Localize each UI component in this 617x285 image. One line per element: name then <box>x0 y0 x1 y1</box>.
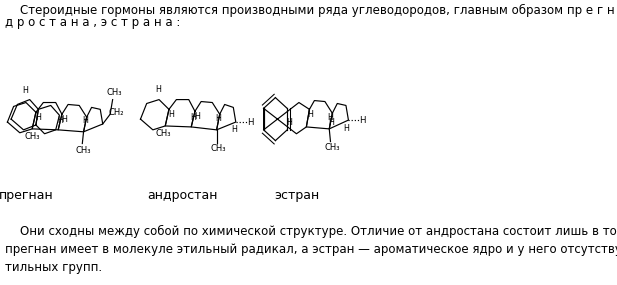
Text: H: H <box>61 115 67 124</box>
Text: H: H <box>344 124 349 133</box>
Text: H: H <box>308 110 313 119</box>
Text: H: H <box>286 117 292 127</box>
Text: H: H <box>22 86 28 95</box>
Text: H: H <box>359 116 365 125</box>
Text: CH₃: CH₃ <box>325 143 340 152</box>
Text: H: H <box>231 125 237 134</box>
Text: H: H <box>35 113 41 122</box>
Text: H: H <box>215 114 222 123</box>
Text: H: H <box>194 112 200 121</box>
Text: эстран: эстран <box>275 190 320 202</box>
Text: андростан: андростан <box>147 190 218 202</box>
Text: CH₃: CH₃ <box>107 88 122 97</box>
Text: прегнан: прегнан <box>0 190 53 202</box>
Text: Стероидные гормоны являются производными ряда углеводородов, главным образом пр : Стероидные гормоны являются производными… <box>5 4 617 17</box>
Text: CH₃: CH₃ <box>155 129 170 138</box>
Text: д р о с т а н а , э с т р а н а :: д р о с т а н а , э с т р а н а : <box>5 16 180 28</box>
Text: H: H <box>155 85 161 94</box>
Text: CH₃: CH₃ <box>210 144 226 153</box>
Text: H: H <box>57 116 63 125</box>
Text: Они сходны между собой по химической структуре. Отличие от андростана состоит ли: Они сходны между собой по химической стр… <box>5 225 617 274</box>
Text: H: H <box>190 113 196 122</box>
Text: H: H <box>168 110 175 119</box>
Text: H: H <box>83 116 88 125</box>
Text: CH₃: CH₃ <box>25 132 40 141</box>
Text: CH₃: CH₃ <box>76 146 91 155</box>
Text: H: H <box>247 117 253 127</box>
Text: CH₂: CH₂ <box>109 108 124 117</box>
Text: H: H <box>328 117 334 127</box>
Text: H: H <box>328 113 333 122</box>
